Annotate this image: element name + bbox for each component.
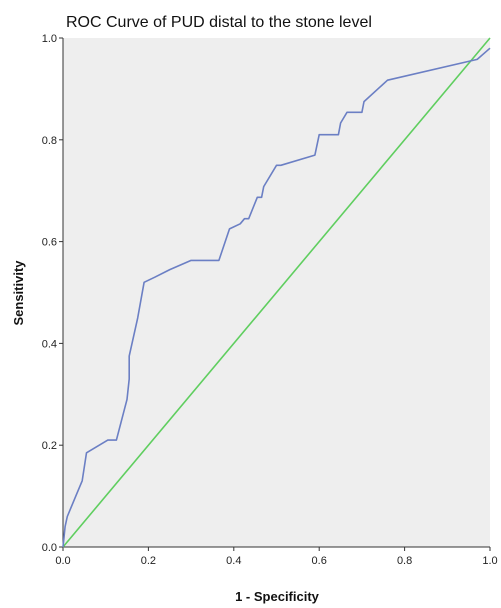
x-tick-label: 0.8: [397, 555, 412, 567]
roc-curve: [62, 47, 491, 548]
y-tick-label: 0.8: [42, 135, 57, 147]
x-tick-label: 0.6: [312, 555, 327, 567]
y-axis-ticks: 0.0 0.2 0.4 0.6 0.8 1.0: [42, 33, 63, 554]
y-tick-label: 0.2: [42, 440, 57, 452]
x-tick-label: 0.4: [226, 555, 241, 567]
chart-title: ROC Curve of PUD distal to the stone lev…: [66, 14, 372, 31]
y-tick-label: 0.6: [42, 237, 57, 249]
series-group: [62, 37, 491, 548]
reference-line: [62, 37, 491, 548]
x-tick-label: 0.2: [141, 555, 156, 567]
y-tick-label: 0.0: [42, 542, 57, 554]
y-axis-label: Sensitivity: [11, 260, 26, 326]
y-tick-label: 0.4: [42, 338, 57, 350]
x-tick-label: 1.0: [482, 555, 497, 567]
x-axis-label: 1 - Specificity: [235, 589, 320, 604]
x-tick-label: 0.0: [55, 555, 70, 567]
x-axis-ticks: 0.0 0.2 0.4 0.6 0.8 1.0: [55, 547, 498, 567]
y-tick-label: 1.0: [42, 33, 57, 45]
